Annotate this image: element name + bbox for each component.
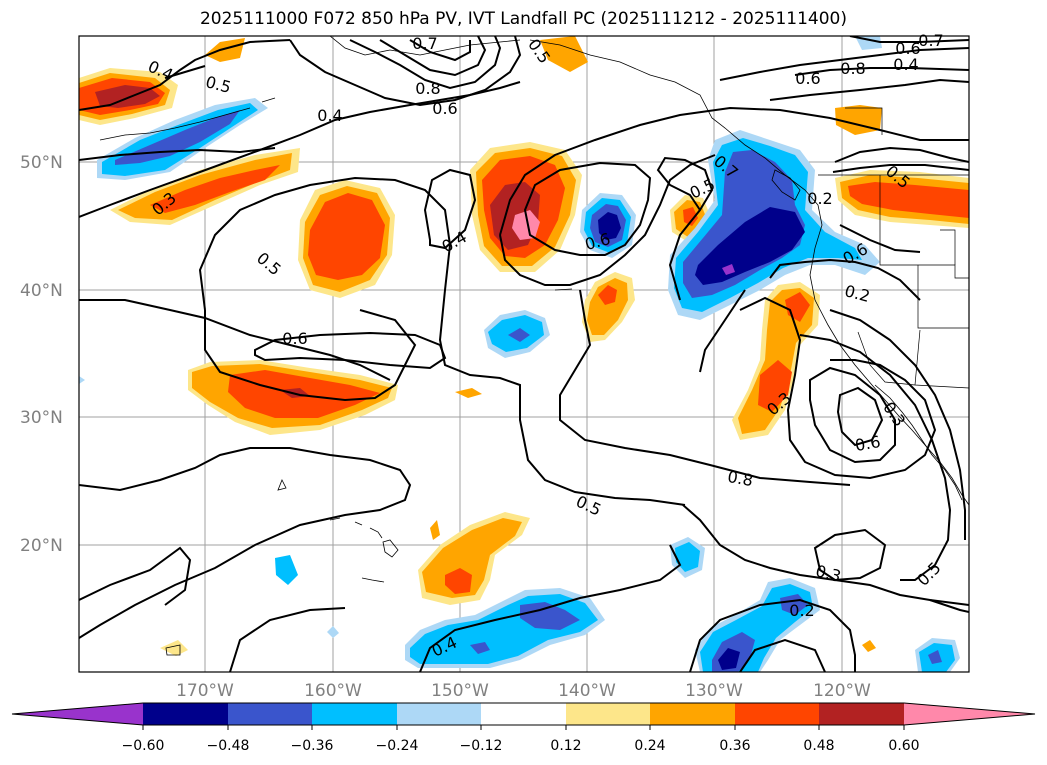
colorbar-tick-label: −0.36: [291, 738, 334, 754]
contour-label-text: 0.6: [854, 432, 882, 455]
contour-label-text: 0.2: [807, 189, 832, 208]
contour-label: 0.8: [840, 59, 865, 78]
colorbar-tick-label: 0.60: [888, 738, 919, 754]
lat-label: 50°N: [20, 153, 63, 173]
lon-label: 120°W: [813, 681, 871, 701]
colorbar-tick-label: −0.48: [207, 738, 250, 754]
colorbar-swatch: [397, 703, 481, 725]
pv-contour-lines: [79, 36, 969, 672]
lon-label: 160°W: [304, 681, 362, 701]
colorbar: −0.60 −0.48 −0.36 −0.24 −0.12 0.12 0.24 …: [11, 702, 1036, 754]
colorbar-tick-label: −0.24: [376, 738, 419, 754]
colorbar-swatch: [650, 703, 735, 725]
contour-label-text: 0.2: [789, 601, 814, 620]
lat-axis: 50°N 40°N 30°N 20°N: [20, 153, 63, 556]
contour-label: 0.8: [415, 79, 440, 98]
colorbar-tick-label: 0.12: [550, 738, 581, 754]
colorbar-swatch: [228, 703, 312, 725]
contour-label-text: 0.7: [412, 34, 437, 53]
contour-label-text: 0.4: [317, 106, 342, 125]
lon-label: 150°W: [431, 681, 489, 701]
lon-label: 140°W: [558, 681, 616, 701]
contour-label: 0.7: [918, 31, 943, 50]
colorbar-extend-low: [12, 703, 143, 725]
contour-label-text: 0.8: [726, 467, 754, 490]
map-title: 2025111000 F072 850 hPa PV, IVT Landfall…: [199, 9, 847, 29]
contour-label-text: 0.8: [415, 79, 440, 98]
contour-label-text: 0.6: [282, 329, 307, 348]
lon-axis: 170°W 160°W 150°W 140°W 130°W 120°W: [176, 681, 871, 701]
coastlines: [99, 36, 969, 656]
pv-filled-contours: [79, 36, 969, 672]
contour-label-text: 0.6: [432, 99, 457, 118]
lon-label: 170°W: [176, 681, 234, 701]
contour-label-text: 0.8: [840, 59, 865, 78]
colorbar-tick-label: 0.24: [634, 738, 665, 754]
contour-label: 0.2: [789, 601, 814, 620]
contour-label-text: 0.7: [918, 31, 943, 50]
lat-label: 20°N: [20, 536, 63, 556]
colorbar-tick-label: 0.36: [719, 738, 750, 754]
colorbar-swatch: [735, 703, 819, 725]
colorbar-tick-label: −0.12: [460, 738, 503, 754]
colorbar-tick-label: −0.60: [122, 738, 165, 754]
colorbar-extend-high: [904, 703, 1035, 725]
contour-label-text: 0.6: [795, 69, 820, 88]
colorbar-swatch: [312, 703, 397, 725]
lat-label: 40°N: [20, 281, 63, 301]
contour-label: 0.6: [282, 329, 307, 348]
contour-label: 0.7: [412, 34, 437, 53]
map-background: [79, 36, 969, 672]
contour-label: 0.6: [432, 99, 457, 118]
colorbar-swatch: [481, 703, 566, 725]
borders: [818, 107, 969, 389]
map-frame: [78, 35, 970, 673]
colorbar-swatch: [819, 703, 904, 725]
lon-label: 130°W: [685, 681, 743, 701]
contour-label: 0.4: [893, 55, 918, 74]
contour-label: 0.6: [795, 69, 820, 88]
lat-label: 30°N: [20, 408, 63, 428]
colorbar-swatch: [143, 703, 228, 725]
colorbar-swatch: [566, 703, 650, 725]
contour-label: 0.4: [317, 106, 342, 125]
contour-label-text: 0.4: [893, 55, 918, 74]
contour-label: 0.2: [807, 189, 832, 208]
contour-label: 0.6: [854, 432, 882, 455]
contour-label: 0.8: [726, 467, 754, 490]
contour-label: 0.6: [895, 39, 920, 58]
colorbar-tick-label: 0.48: [803, 738, 834, 754]
contour-label-text: 0.6: [895, 39, 920, 58]
